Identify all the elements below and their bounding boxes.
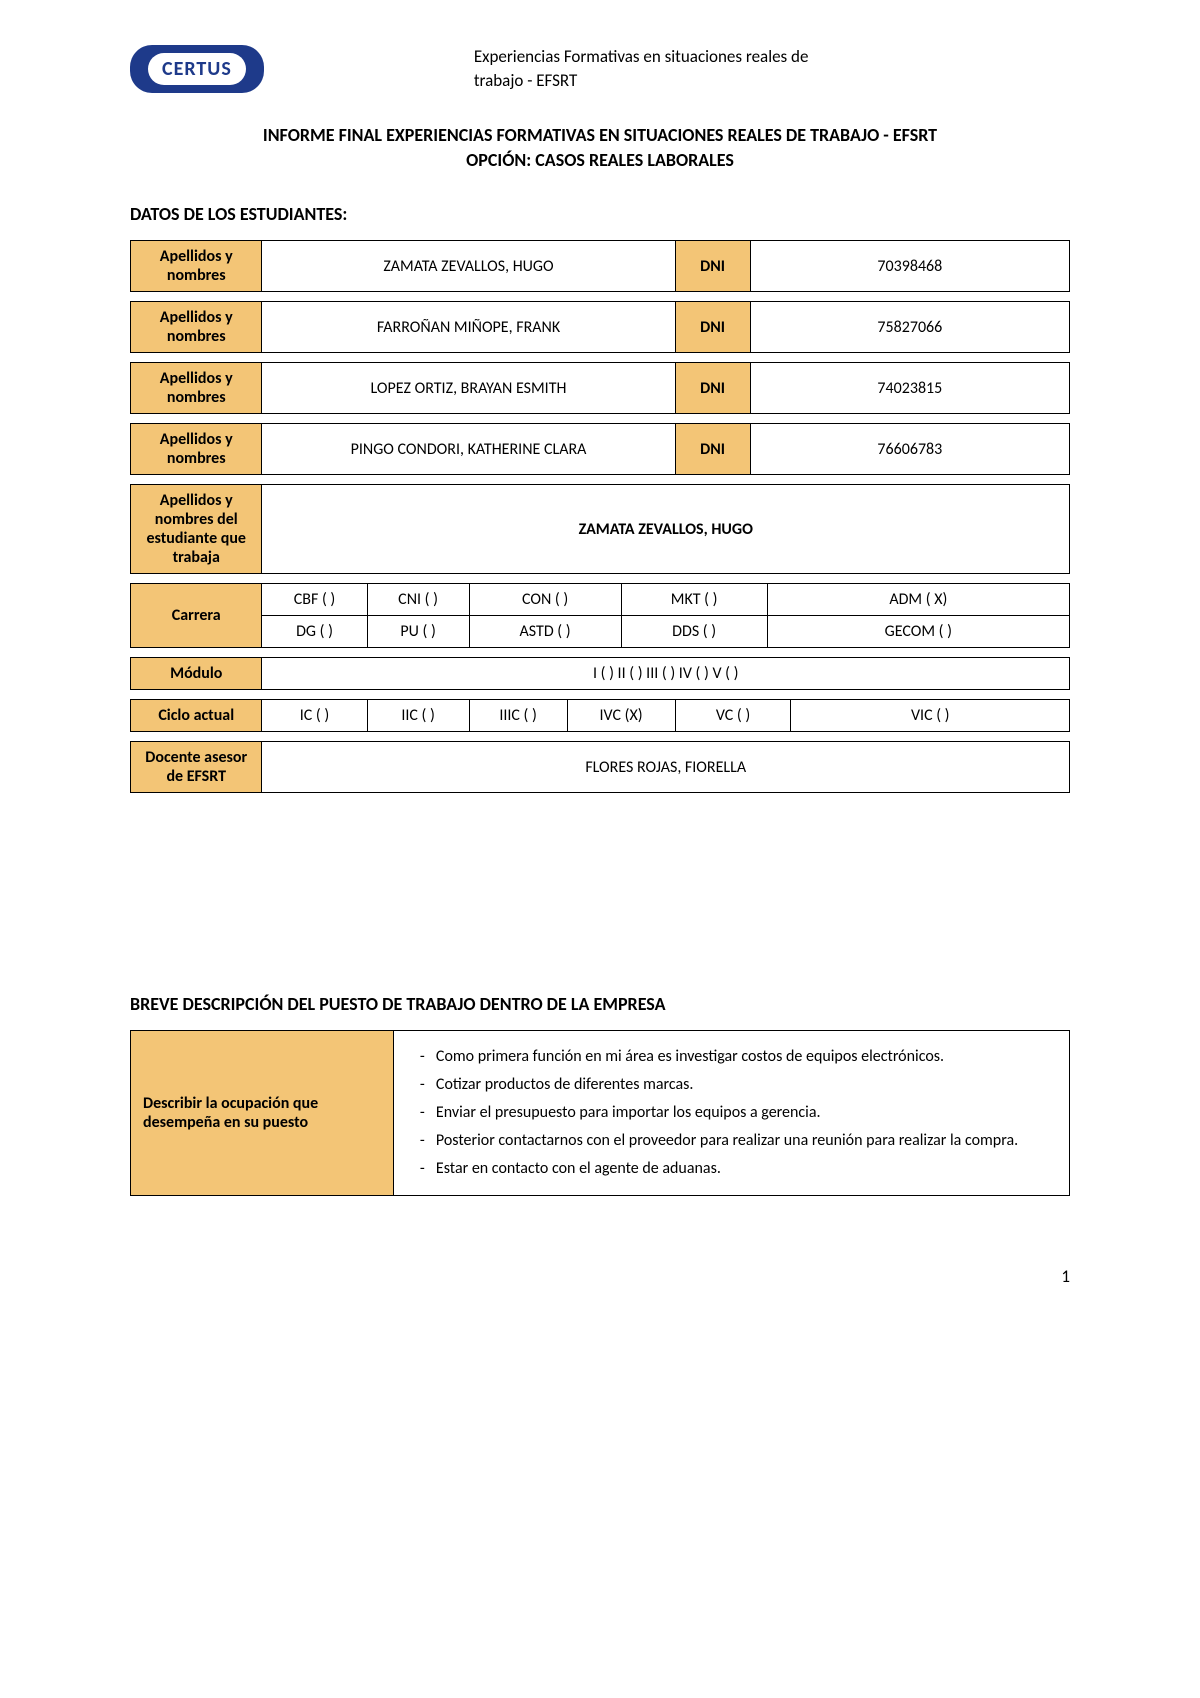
header-subtitle-line2: trabajo - EFSRT xyxy=(474,70,577,91)
logo-badge: CERTUS xyxy=(130,45,264,93)
student-label: Apellidos y nombres xyxy=(131,363,262,414)
dni-value: 70398468 xyxy=(750,241,1069,292)
description-item: Cotizar productos de diferentes marcas. xyxy=(414,1073,1049,1097)
students-table: Apellidos y nombres ZAMATA ZEVALLOS, HUG… xyxy=(130,240,1070,793)
ciclo-opt: IIC ( ) xyxy=(367,700,469,732)
carrera-opt: MKT ( ) xyxy=(621,584,767,616)
description-label: Describir la ocupación que desempeña en … xyxy=(131,1031,394,1196)
student-row: Apellidos y nombres PINGO CONDORI, KATHE… xyxy=(131,424,1070,475)
carrera-row1: Carrera CBF ( ) CNI ( ) CON ( ) MKT ( ) … xyxy=(131,584,1070,616)
ciclo-label: Ciclo actual xyxy=(131,700,262,732)
working-student-value: ZAMATA ZEVALLOS, HUGO xyxy=(262,485,1070,574)
working-student-row: Apellidos y nombres del estudiante que t… xyxy=(131,485,1070,574)
description-item: Como primera función en mi área es inves… xyxy=(414,1045,1049,1069)
student-name: ZAMATA ZEVALLOS, HUGO xyxy=(262,241,675,292)
page-number: 1 xyxy=(130,1266,1070,1287)
carrera-opt: DG ( ) xyxy=(262,616,367,648)
document-title: INFORME FINAL EXPERIENCIAS FORMATIVAS EN… xyxy=(130,123,1070,173)
carrera-opt: ADM ( X) xyxy=(767,584,1069,616)
dni-value: 74023815 xyxy=(750,363,1069,414)
description-table: Describir la ocupación que desempeña en … xyxy=(130,1030,1070,1196)
student-row: Apellidos y nombres LOPEZ ORTIZ, BRAYAN … xyxy=(131,363,1070,414)
dni-label: DNI xyxy=(675,424,750,475)
title-line1: INFORME FINAL EXPERIENCIAS FORMATIVAS EN… xyxy=(130,123,1070,148)
student-label: Apellidos y nombres xyxy=(131,302,262,353)
header-subtitle-line1: Experiencias Formativas en situaciones r… xyxy=(474,46,809,67)
dni-label: DNI xyxy=(675,241,750,292)
modulo-value: I ( ) II ( ) III ( ) IV ( ) V ( ) xyxy=(262,658,1070,690)
working-student-label: Apellidos y nombres del estudiante que t… xyxy=(131,485,262,574)
carrera-row2: DG ( ) PU ( ) ASTD ( ) DDS ( ) GECOM ( ) xyxy=(131,616,1070,648)
modulo-row: Módulo I ( ) II ( ) III ( ) IV ( ) V ( ) xyxy=(131,658,1070,690)
dni-label: DNI xyxy=(675,363,750,414)
page-header: CERTUS Experiencias Formativas en situac… xyxy=(130,45,1070,93)
dni-label: DNI xyxy=(675,302,750,353)
carrera-opt: PU ( ) xyxy=(367,616,469,648)
description-value: Como primera función en mi área es inves… xyxy=(393,1031,1069,1196)
logo-text: CERTUS xyxy=(148,53,246,85)
modulo-label: Módulo xyxy=(131,658,262,690)
student-row: Apellidos y nombres ZAMATA ZEVALLOS, HUG… xyxy=(131,241,1070,292)
dni-value: 76606783 xyxy=(750,424,1069,475)
description-item: Estar en contacto con el agente de aduan… xyxy=(414,1157,1049,1181)
description-list: Como primera función en mi área es inves… xyxy=(414,1045,1049,1181)
student-label: Apellidos y nombres xyxy=(131,241,262,292)
ciclo-opt: IIIC ( ) xyxy=(469,700,567,732)
carrera-opt: CBF ( ) xyxy=(262,584,367,616)
carrera-opt: DDS ( ) xyxy=(621,616,767,648)
carrera-opt: CON ( ) xyxy=(469,584,621,616)
ciclo-opt: VC ( ) xyxy=(675,700,791,732)
ciclo-opt: IC ( ) xyxy=(262,700,367,732)
ciclo-opt: VIC ( ) xyxy=(791,700,1070,732)
header-subtitle: Experiencias Formativas en situaciones r… xyxy=(474,45,809,93)
ciclo-opt: IVC (X) xyxy=(567,700,675,732)
docente-value: FLORES ROJAS, FIORELLA xyxy=(262,742,1070,793)
student-name: LOPEZ ORTIZ, BRAYAN ESMITH xyxy=(262,363,675,414)
section-students-heading: DATOS DE LOS ESTUDIANTES: xyxy=(130,203,1070,225)
student-row: Apellidos y nombres FARROÑAN MIÑOPE, FRA… xyxy=(131,302,1070,353)
carrera-opt: GECOM ( ) xyxy=(767,616,1069,648)
student-name: FARROÑAN MIÑOPE, FRANK xyxy=(262,302,675,353)
description-item: Posterior contactarnos con el proveedor … xyxy=(414,1129,1049,1153)
carrera-label: Carrera xyxy=(131,584,262,648)
dni-value: 75827066 xyxy=(750,302,1069,353)
description-item: Enviar el presupuesto para importar los … xyxy=(414,1101,1049,1125)
section-description-heading: BREVE DESCRIPCIÓN DEL PUESTO DE TRABAJO … xyxy=(130,993,1070,1015)
student-name: PINGO CONDORI, KATHERINE CLARA xyxy=(262,424,675,475)
carrera-opt: ASTD ( ) xyxy=(469,616,621,648)
title-line2: OPCIÓN: CASOS REALES LABORALES xyxy=(130,148,1070,173)
carrera-opt: CNI ( ) xyxy=(367,584,469,616)
docente-row: Docente asesor de EFSRT FLORES ROJAS, FI… xyxy=(131,742,1070,793)
ciclo-row: Ciclo actual IC ( ) IIC ( ) IIIC ( ) IVC… xyxy=(131,700,1070,732)
docente-label: Docente asesor de EFSRT xyxy=(131,742,262,793)
student-label: Apellidos y nombres xyxy=(131,424,262,475)
